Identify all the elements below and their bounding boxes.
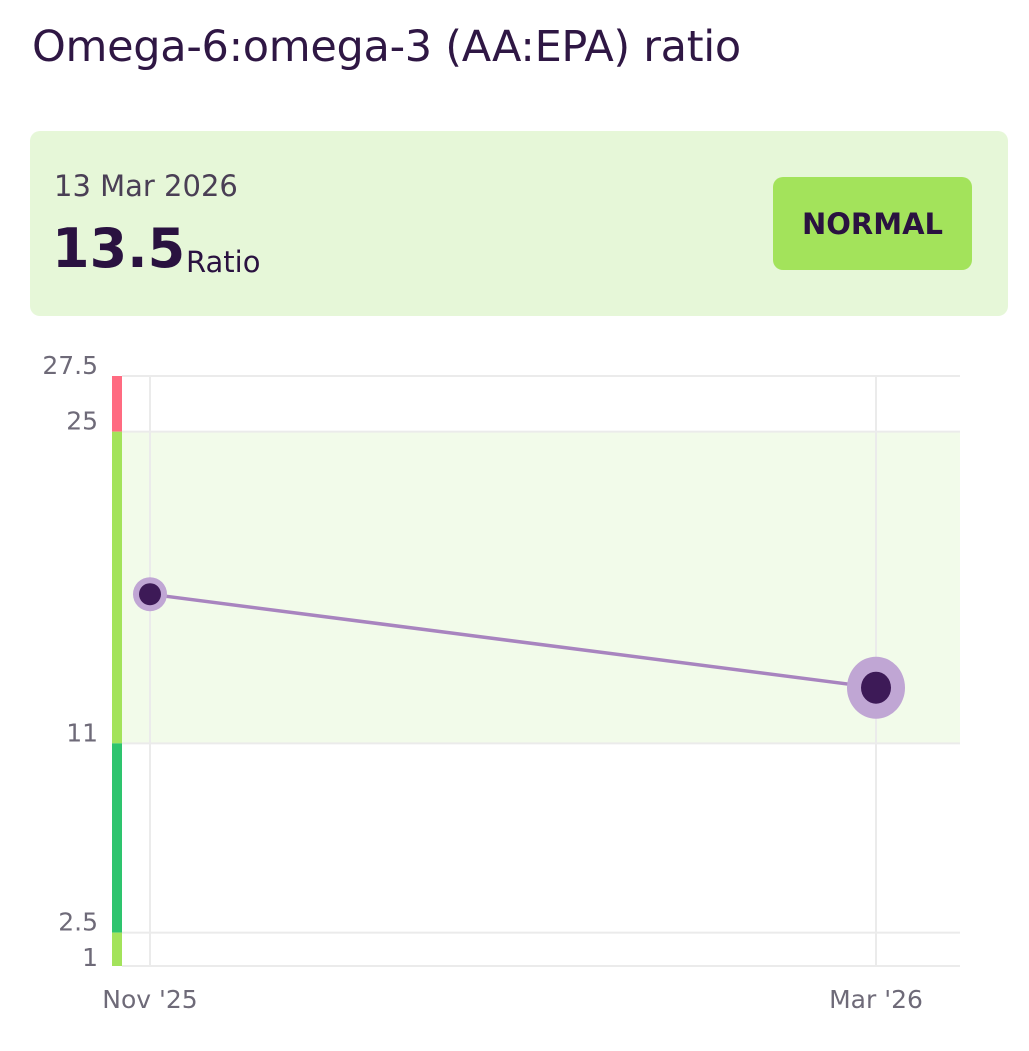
page-title: Omega-6:omega-3 (AA:EPA) ratio [32, 22, 741, 72]
latest-result-card: 13 Mar 2026 13.5 Ratio NORMAL [30, 131, 1008, 316]
series-line [149, 592, 877, 690]
normal-range-fill [122, 431, 960, 744]
range-band [112, 932, 122, 966]
range-band [112, 743, 122, 933]
y-tick-label: 2.5 [58, 908, 98, 937]
y-tick-label: 11 [66, 718, 98, 747]
result-date: 13 Mar 2026 [54, 169, 238, 203]
x-tick-label: Nov '25 [102, 985, 197, 1014]
x-tick-label: Mar '26 [829, 985, 923, 1014]
range-band [112, 376, 122, 432]
y-tick-label: 25 [66, 407, 98, 436]
status-badge: NORMAL [773, 177, 972, 270]
y-tick-label: 27.5 [42, 351, 98, 380]
result-unit: Ratio [186, 245, 261, 279]
y-tick-label: 1 [82, 943, 98, 972]
data-point [861, 671, 891, 704]
data-point [139, 583, 161, 606]
result-value: 13.5 [52, 217, 186, 280]
range-band [112, 431, 122, 744]
